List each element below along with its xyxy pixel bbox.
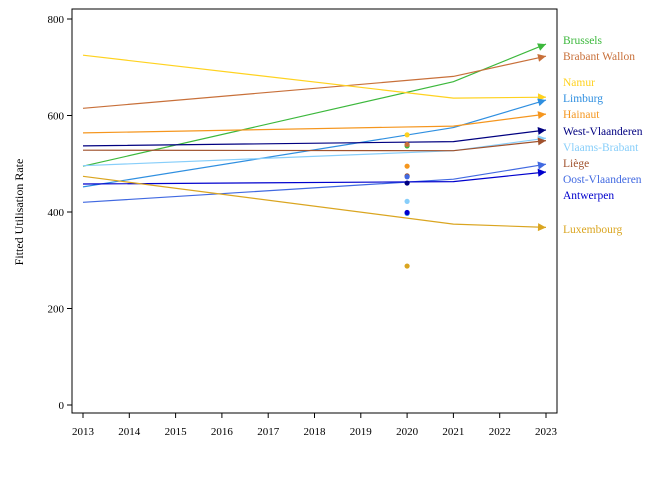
legend-label: Vlaams-Brabant <box>563 142 639 154</box>
series-line-luxembourg <box>82 175 547 228</box>
y-tick-label: 0 <box>59 400 65 412</box>
legend: Brussels Brabant Wallon Namur Limburg Hainau… <box>563 35 643 236</box>
arrowhead <box>537 43 546 51</box>
legend-label: Limburg <box>563 93 603 105</box>
data-point <box>404 180 410 186</box>
y-tick-label: 800 <box>48 14 65 26</box>
legend-label: Antwerpen <box>563 190 614 202</box>
legend-label: Brabant Wallon <box>563 51 635 63</box>
x-tick-label: 2017 <box>257 426 280 438</box>
series-line-hainaut <box>82 113 547 134</box>
arrowhead <box>537 161 546 170</box>
series-line-west-vlaanderen <box>82 129 547 147</box>
y-axis-title: Fitted Utilisation Rate <box>12 159 26 266</box>
arrowhead <box>537 111 546 120</box>
series-line-antwerpen <box>82 171 547 185</box>
arrowhead <box>537 126 546 135</box>
y-axis: 0 200 400 600 800 <box>48 14 72 412</box>
series-line-li-ge <box>82 140 547 152</box>
legend-label: West-Vlaanderen <box>563 126 643 138</box>
arrowhead <box>537 223 546 232</box>
series-markers <box>404 132 410 269</box>
legend-label: Luxembourg <box>563 224 622 236</box>
x-axis: 2013 2014 2015 2016 2017 2018 2019 2020 2021 2022… <box>72 413 558 438</box>
x-tick-label: 2023 <box>535 426 558 438</box>
data-point <box>404 141 410 148</box>
legend-label: Liège <box>563 158 589 170</box>
legend-label: Hainaut <box>563 109 600 121</box>
series-line-oost-vlaanderen <box>82 163 547 203</box>
data-point <box>404 163 410 169</box>
series-line-brabant-wallon <box>82 55 547 109</box>
y-tick-label: 600 <box>48 111 65 123</box>
series-line-brussels <box>82 43 547 167</box>
series-line-limburg <box>82 99 547 188</box>
data-point <box>404 209 410 216</box>
x-tick-label: 2019 <box>350 426 373 438</box>
x-tick-label: 2013 <box>72 426 95 438</box>
data-point <box>404 198 410 204</box>
x-tick-label: 2020 <box>396 426 419 438</box>
data-point <box>404 263 410 269</box>
legend-label: Brussels <box>563 35 603 47</box>
x-tick-label: 2022 <box>489 426 511 438</box>
series-line-namur <box>82 54 547 99</box>
arrowhead <box>537 53 546 62</box>
legend-label: Oost-Vlaanderen <box>563 174 642 186</box>
legend-label: Namur <box>563 77 595 89</box>
series-lines <box>82 43 547 232</box>
arrowhead <box>537 98 546 107</box>
x-tick-label: 2014 <box>118 426 141 438</box>
y-tick-label: 200 <box>48 304 65 316</box>
arrowhead <box>537 137 546 146</box>
x-tick-label: 2015 <box>165 426 188 438</box>
data-point <box>404 174 410 180</box>
x-tick-label: 2018 <box>304 426 327 438</box>
data-point <box>404 132 410 138</box>
arrowhead <box>537 168 546 177</box>
series-line-vlaams-brabant <box>82 137 547 167</box>
x-tick-label: 2016 <box>211 426 234 438</box>
x-tick-label: 2021 <box>442 426 464 438</box>
y-tick-label: 400 <box>48 207 65 219</box>
